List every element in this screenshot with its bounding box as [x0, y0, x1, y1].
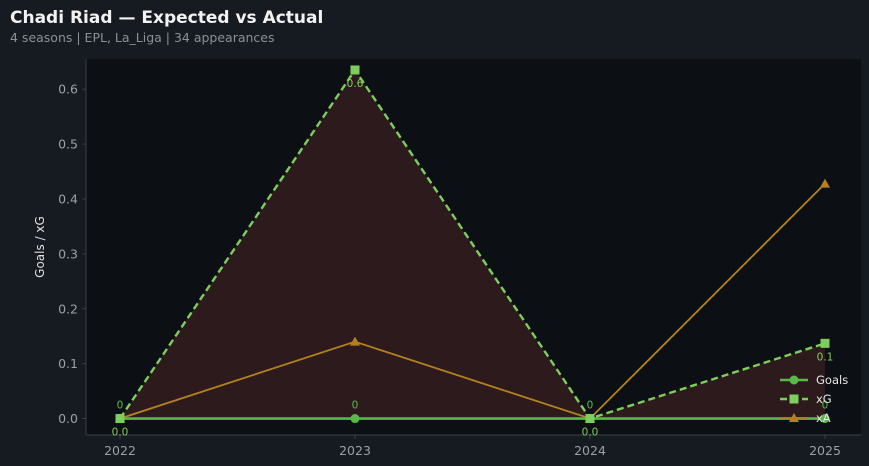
- xa-point: [820, 178, 830, 188]
- legend: Goals xG xA: [780, 373, 848, 425]
- legend-marker: [789, 413, 799, 422]
- x-tick-label: 2024: [574, 443, 606, 458]
- y-tick-label: 0.1: [58, 356, 78, 371]
- goals-data-label: 0: [117, 400, 124, 412]
- x-ticks: 2022 2023 2024 2025: [104, 435, 841, 458]
- chart-title: Chadi Riad — Expected vs Actual: [10, 8, 323, 28]
- x-tick-label: 2023: [339, 443, 371, 458]
- xa-point: [350, 336, 360, 346]
- legend-marker: [789, 375, 799, 385]
- x-tick-label: 2022: [104, 443, 136, 458]
- legend-label: xA: [816, 411, 831, 425]
- y-tick-label: 0.6: [58, 82, 78, 97]
- y-tick-label: 0.0: [58, 411, 78, 426]
- goals-data-label: 0: [587, 400, 594, 412]
- goals-point: [820, 414, 830, 424]
- y-tick-label: 0.3: [58, 246, 78, 261]
- y-tick-label: 0.4: [58, 191, 78, 206]
- x-tick-label: 2025: [809, 443, 841, 458]
- xg-data-label: 0.0: [582, 427, 599, 439]
- series-layer: [115, 65, 830, 424]
- xg-data-label: 0.6: [347, 78, 364, 90]
- y-tick-label: 0.5: [58, 137, 78, 152]
- goals-data-label: 0: [822, 400, 829, 412]
- goals-point: [350, 414, 360, 424]
- data-labels: 0 0 0 0 0.0 0.6 0.0 0.1: [112, 78, 834, 439]
- legend-label: xG: [816, 392, 832, 406]
- xg-data-label: 0.1: [817, 351, 834, 363]
- xg-point: [115, 414, 125, 424]
- y-tick-label: 0.2: [58, 301, 78, 316]
- y-ticks: 0.0 0.1 0.2 0.3 0.4 0.5 0.6: [58, 82, 86, 426]
- series-line-xa: [119, 182, 826, 420]
- xg-point: [350, 65, 360, 75]
- series-line-xg: [119, 67, 826, 420]
- xg-data-label: 0.0: [112, 427, 129, 439]
- y-axis-label: Goals / xG: [33, 216, 47, 278]
- legend-marker: [789, 394, 799, 404]
- chart-subtitle: 4 seasons | EPL, La_Liga | 34 appearance…: [10, 30, 275, 45]
- xg-point: [820, 338, 830, 348]
- goals-data-label: 0: [352, 400, 359, 412]
- xg-point: [585, 414, 595, 424]
- legend-label: Goals: [816, 373, 848, 387]
